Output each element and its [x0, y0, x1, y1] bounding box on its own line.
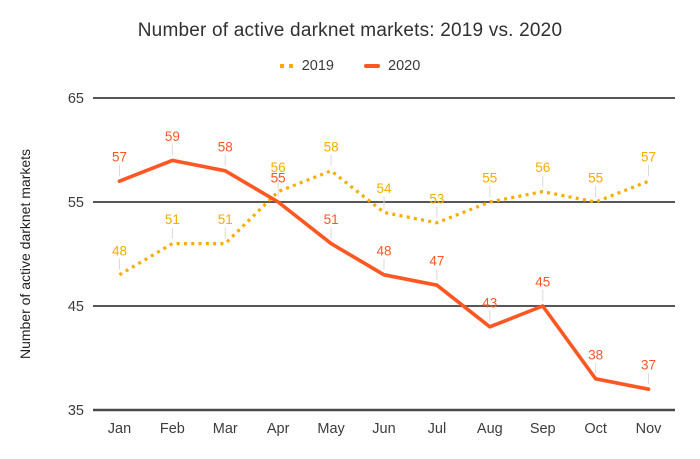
data-label-2019-aug: 55: [482, 171, 497, 186]
x-tick-label-mar: Mar: [213, 421, 238, 437]
data-label-2020-jun: 48: [376, 243, 391, 258]
x-tick-label-aug: Aug: [477, 421, 503, 437]
y-tick-label-35: 35: [68, 403, 84, 419]
series-line-2020: [117, 158, 651, 392]
data-label-2020-jul: 47: [429, 254, 444, 269]
x-tick-label-sep: Sep: [530, 421, 556, 437]
legend-swatch-2019-dotted-icon: [279, 64, 294, 68]
data-label-2020-may: 51: [324, 212, 339, 227]
legend-item-2020: 2020: [364, 58, 420, 74]
legend-label-2019: 2019: [301, 58, 334, 74]
x-tick-label-jun: Jun: [372, 421, 395, 437]
x-tick-label-jan: Jan: [108, 421, 131, 437]
data-label-2019-feb: 51: [165, 212, 180, 227]
y-tick-label-65: 65: [68, 91, 84, 107]
x-tick-label-apr: Apr: [267, 421, 290, 437]
legend-label-2020: 2020: [388, 58, 421, 74]
data-labels-2020: 57 59 58 55 51 48 47 43 45 38 37: [112, 129, 656, 385]
data-label-2019-sep: 56: [535, 160, 550, 175]
y-tick-label-55: 55: [68, 195, 84, 211]
gridlines: 35 45 55 65: [68, 91, 675, 419]
x-tick-label-nov: Nov: [636, 421, 663, 437]
data-label-2019-mar: 51: [218, 212, 233, 227]
data-label-2019-may: 58: [324, 139, 339, 154]
data-label-2020-apr: 55: [271, 171, 286, 186]
chart-legend: 2019 2020: [0, 58, 700, 74]
x-tick-label-may: May: [317, 421, 345, 437]
data-label-2020-nov: 37: [641, 358, 656, 373]
legend-swatch-2020-solid-icon: [364, 63, 380, 69]
data-label-2019-jun: 54: [376, 181, 392, 196]
data-label-2019-nov: 57: [641, 150, 656, 165]
x-tick-label-oct: Oct: [584, 421, 607, 437]
x-tick-label-feb: Feb: [160, 421, 185, 437]
series-line-2019: [118, 169, 650, 277]
data-label-2020-aug: 43: [482, 295, 497, 310]
y-tick-label-45: 45: [68, 299, 84, 315]
data-label-2019-apr: 56: [271, 160, 286, 175]
data-label-2020-oct: 38: [588, 347, 603, 362]
legend-item-2019: 2019: [279, 58, 334, 74]
x-axis-labels: Jan Feb Mar Apr May Jun Jul Aug Sep Oct Nov: [108, 421, 662, 437]
data-label-2020-mar: 58: [218, 139, 233, 154]
data-label-2020-jan: 57: [112, 150, 127, 165]
chart-title: Number of active darknet markets: 2019 v…: [137, 20, 563, 41]
y-axis-title: Number of active darknet markets: [17, 149, 33, 359]
data-label-2020-sep: 45: [535, 275, 550, 290]
data-label-2020-feb: 59: [165, 129, 180, 144]
x-tick-label-jul: Jul: [428, 421, 447, 437]
data-label-2019-jul: 53: [429, 191, 444, 206]
data-label-2019-jan: 48: [112, 243, 127, 258]
data-label-2019-oct: 55: [588, 171, 603, 186]
